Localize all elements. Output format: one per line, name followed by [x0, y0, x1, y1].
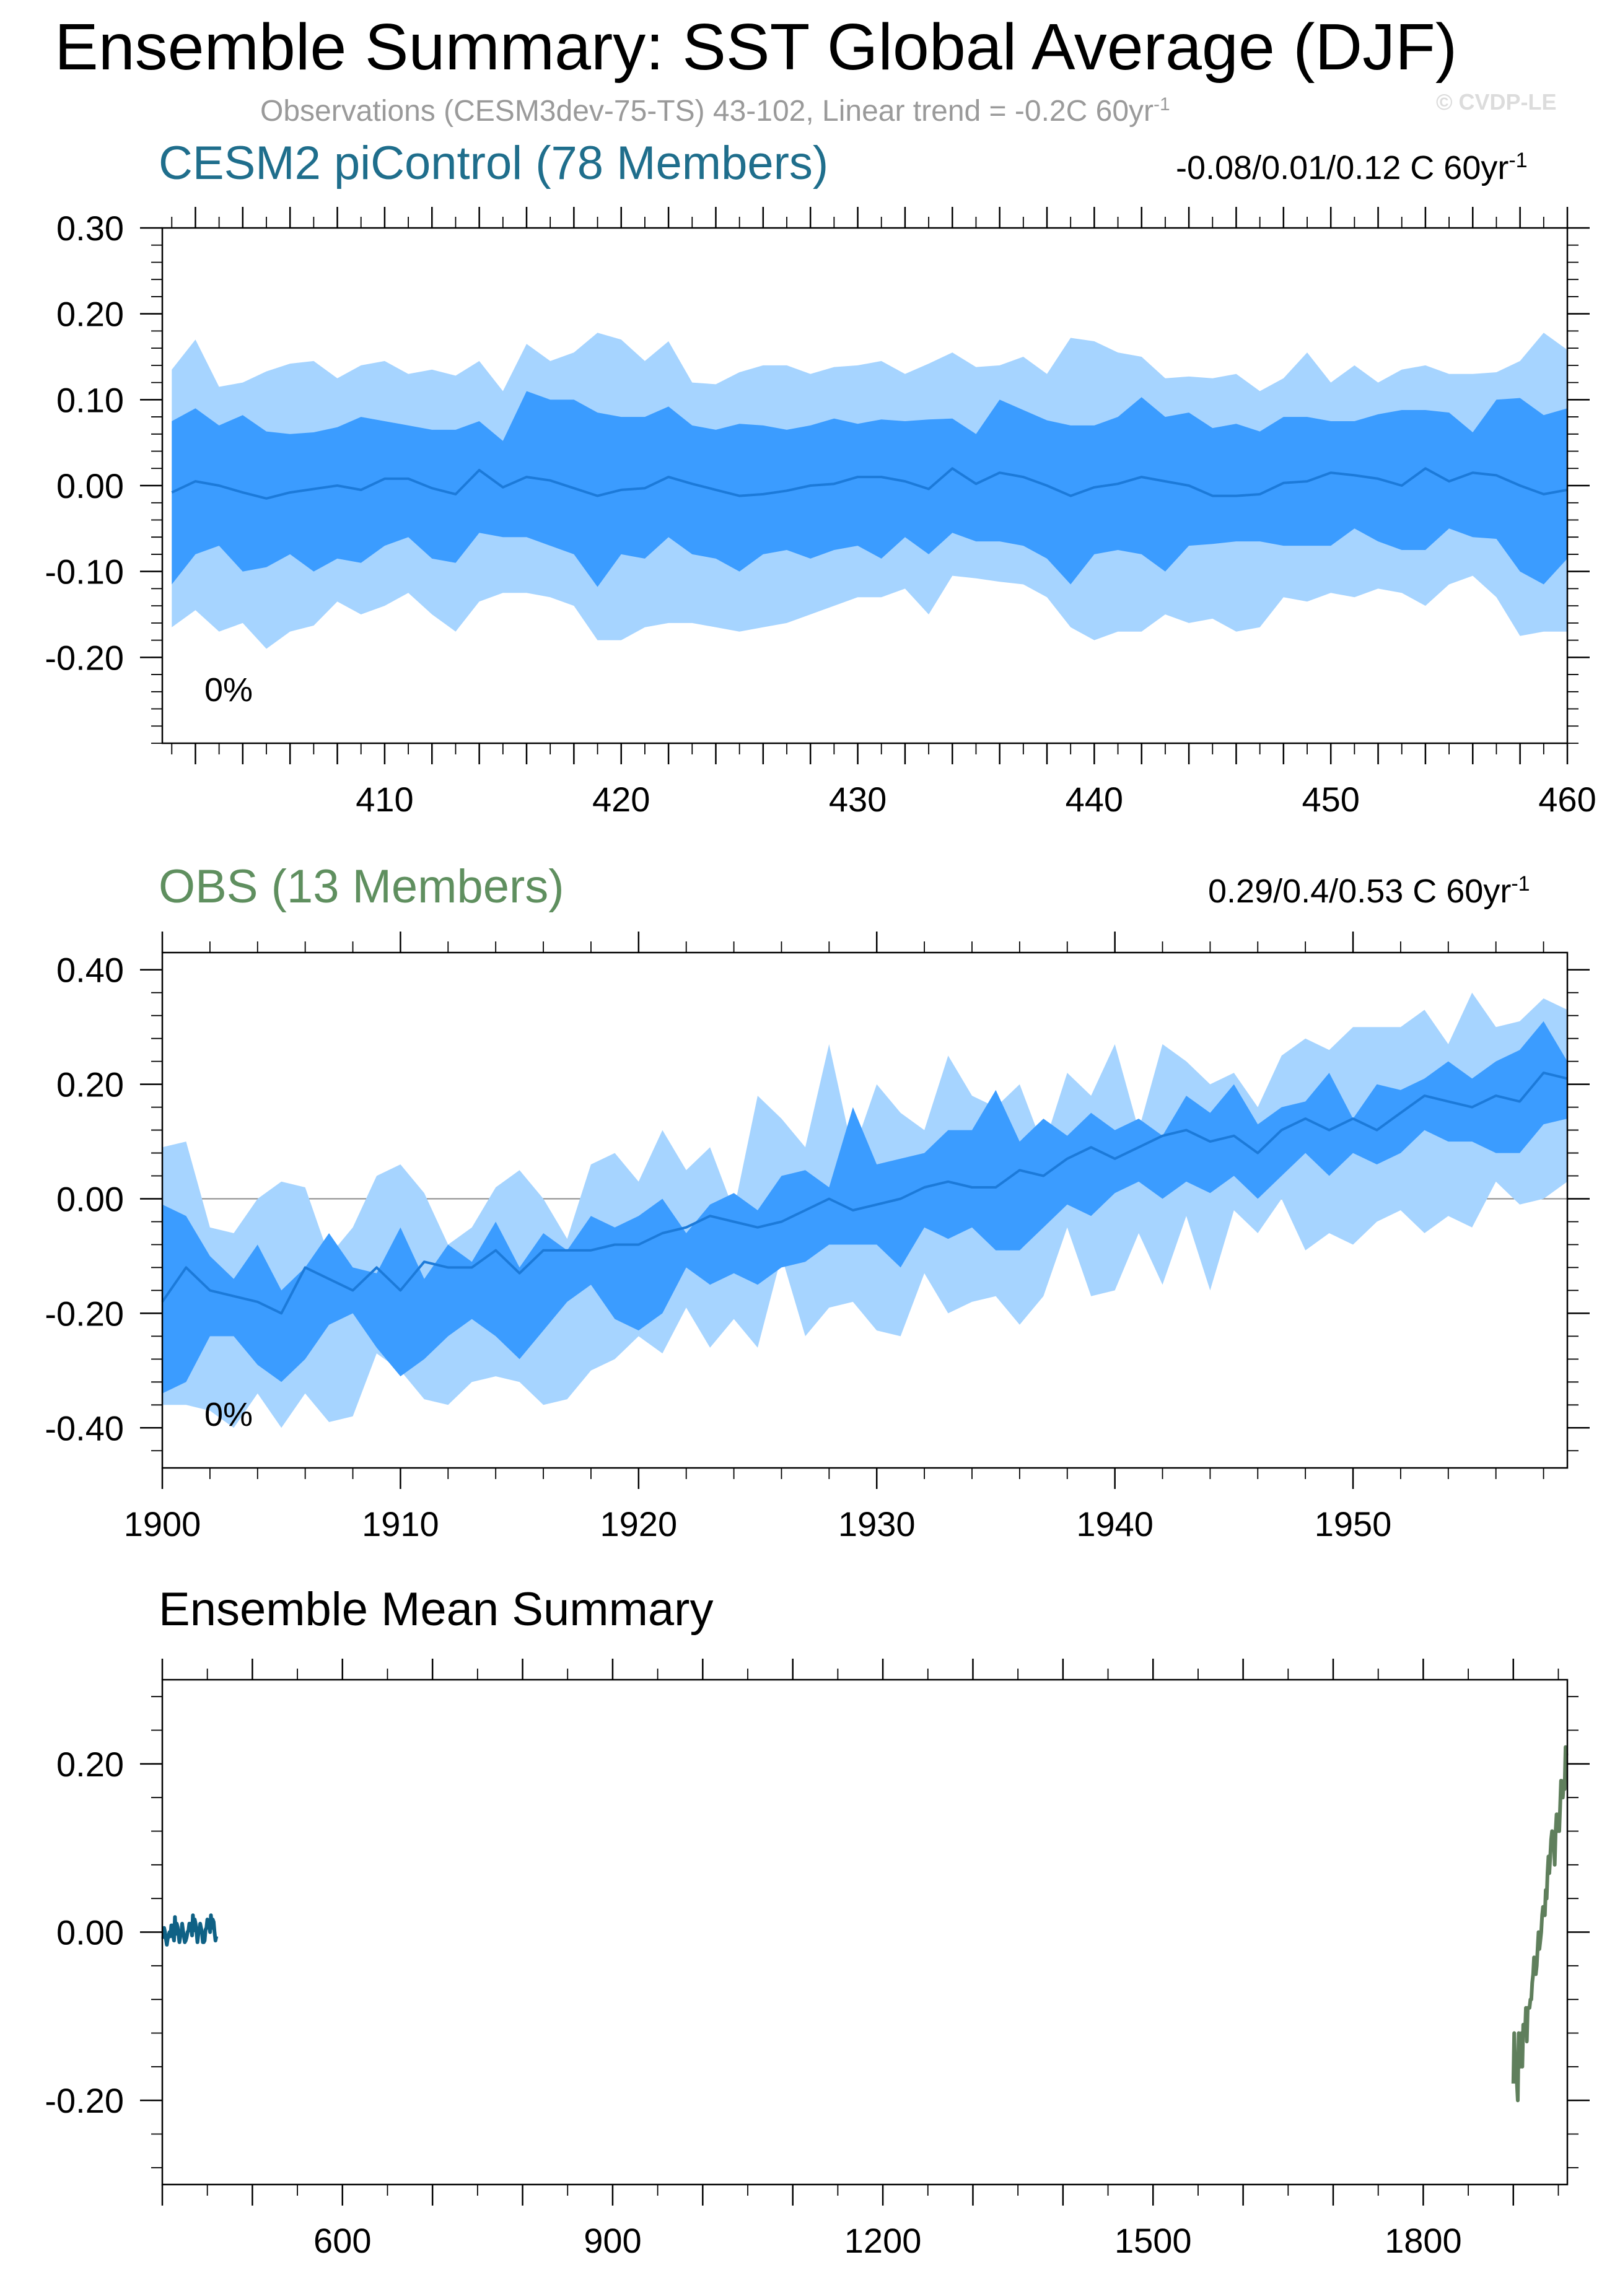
- obs-y-tick-label: 0.40: [56, 951, 124, 990]
- obs-x-tick-label: 1910: [362, 1504, 439, 1543]
- obs-x-tick-label: 1940: [1076, 1504, 1154, 1543]
- obs-x-tick-label: 1900: [124, 1504, 201, 1543]
- obs-x-tick-label: 1950: [1315, 1504, 1392, 1543]
- obs-y-tick-label: -0.20: [45, 1294, 124, 1333]
- model-y-tick-label: 0.00: [56, 466, 124, 505]
- model-inner-band: [172, 391, 1567, 587]
- obs-y-tick-label: -0.40: [45, 1408, 124, 1447]
- model-trend-range: -0.08/0.01/0.12 C 60yr-1: [1176, 149, 1528, 187]
- summary-y-tick-label: 0.00: [56, 1913, 124, 1952]
- credit-watermark: © CVDP-LE: [1436, 89, 1557, 115]
- subtitle: Observations (CESM3dev-75-TS) 43-102, Li…: [260, 94, 1170, 128]
- summary-series-line-obs: [1511, 1745, 1569, 2103]
- model-x-tick-label: 430: [829, 780, 887, 819]
- summary-y-tick-label: 0.20: [56, 1745, 124, 1784]
- summary-y-tick-label: -0.20: [45, 2081, 124, 2120]
- model-chart: 410 420 430 440 450 460 -0.20 -0.10 0.00 0.10 0.20…: [45, 207, 1596, 819]
- model-x-tick-label: 460: [1538, 780, 1596, 819]
- model-x-tick-label: 450: [1302, 780, 1359, 819]
- obs-plot-frame: [161, 951, 1569, 1469]
- obs-x-tick-label: 1930: [838, 1504, 916, 1543]
- model-x-tick-label: 410: [356, 780, 413, 819]
- model-y-tick-label: 0.30: [56, 209, 124, 248]
- obs-trend-range-exponent: -1: [1511, 872, 1530, 896]
- obs-percent-label: 0%: [204, 1396, 253, 1433]
- model-y-tick-label: -0.10: [45, 552, 124, 591]
- obs-y-tick-label: 0.20: [56, 1065, 124, 1104]
- summary-x-tick-label: 1800: [1385, 2221, 1462, 2260]
- summary-x-tick-label: 600: [313, 2221, 371, 2260]
- obs-x-tick-label: 1920: [600, 1504, 678, 1543]
- obs-chart: 1900 1910 1920 1930 1940 1950 -0.40 -0.20 0.00 0.…: [45, 932, 1590, 1543]
- model-panel-title: CESM2 piControl (78 Members): [159, 137, 829, 190]
- subtitle-exponent: -1: [1154, 94, 1170, 115]
- model-mean-line: [171, 467, 1568, 500]
- model-y-tick-label: 0.10: [56, 380, 124, 419]
- summary-x-tick-label: 900: [584, 2221, 641, 2260]
- summary-plot-frame: [161, 1678, 1569, 2186]
- subtitle-text: Observations (CESM3dev-75-TS) 43-102, Li…: [260, 95, 1154, 128]
- obs-y-tick-label: 0.00: [56, 1180, 124, 1219]
- model-y-tick-label: -0.20: [45, 638, 124, 677]
- summary-x-tick-label: 1200: [844, 2221, 922, 2260]
- obs-trend-range: 0.29/0.4/0.53 C 60yr-1: [1208, 872, 1530, 910]
- obs-panel-title: OBS (13 Members): [159, 860, 564, 913]
- summary-series-line-model: [161, 1913, 219, 1947]
- summary-panel-title: Ensemble Mean Summary: [159, 1583, 714, 1636]
- model-percent-label: 0%: [204, 671, 253, 709]
- model-y-tick-label: 0.20: [56, 295, 124, 334]
- summary-chart: 600 900 1200 1500 1800 -0.20 0.00 0.20: [45, 1659, 1590, 2260]
- model-x-tick-label: 440: [1066, 780, 1123, 819]
- summary-x-tick-label: 1500: [1114, 2221, 1192, 2260]
- obs-trend-range-text: 0.29/0.4/0.53 C 60yr: [1208, 873, 1512, 910]
- model-trend-range-text: -0.08/0.01/0.12 C 60yr: [1176, 149, 1509, 186]
- model-trend-range-exponent: -1: [1508, 149, 1528, 172]
- model-x-tick-label: 420: [592, 780, 650, 819]
- obs-mean-line: [161, 1072, 1568, 1315]
- main-title: Ensemble Summary: SST Global Average (DJ…: [55, 11, 1458, 84]
